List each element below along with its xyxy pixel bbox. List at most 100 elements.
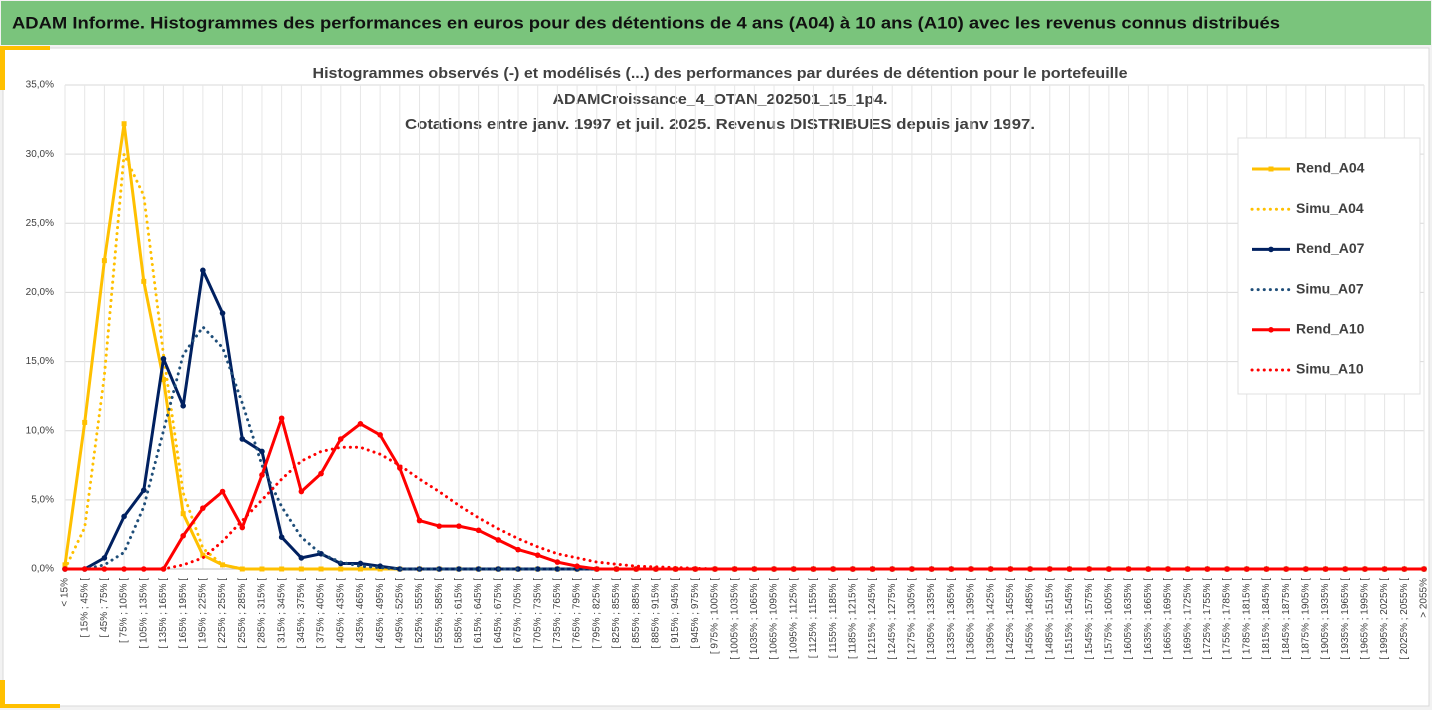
x-tick-label: [ 1545% ; 1575% [ — [1084, 578, 1095, 660]
x-tick-label: > 2055% — [1419, 578, 1430, 618]
x-tick-label: [ 1515% ; 1545% [ — [1064, 578, 1075, 660]
marker — [180, 533, 186, 539]
x-tick-label: [ 975% ; 1005% [ — [710, 578, 721, 654]
marker — [200, 267, 206, 274]
x-tick-label: [ 1485% ; 1515% [ — [1044, 578, 1055, 660]
x-tick-label: [ 915% ; 945% [ — [670, 578, 681, 649]
marker — [219, 488, 226, 495]
marker — [436, 523, 443, 529]
marker — [1125, 566, 1132, 572]
marker — [259, 472, 265, 478]
marker — [534, 552, 541, 558]
x-tick-label: [ 885% ; 915% [ — [651, 578, 662, 649]
marker — [219, 310, 226, 316]
x-tick-label: [ 525% ; 555% [ — [414, 578, 425, 649]
x-tick-label: [ 1395% ; 1425% [ — [985, 578, 996, 660]
plot — [62, 121, 1427, 572]
y-tick-label: 5,0% — [31, 494, 54, 505]
marker — [140, 487, 147, 493]
x-tick-label: [ 1695% ; 1725% [ — [1182, 578, 1193, 660]
legend — [1237, 137, 1421, 395]
marker — [200, 505, 206, 511]
marker — [1046, 566, 1053, 572]
x-tick-label: [ 1245% ; 1275% [ — [887, 578, 898, 660]
x-tick-label: [ 255% ; 285% [ — [237, 578, 248, 649]
marker — [534, 566, 541, 572]
marker — [1401, 566, 1408, 572]
x-tick-label: [ 555% ; 585% [ — [434, 578, 445, 649]
x-tick-label: [ 675% ; 705% [ — [513, 578, 524, 649]
marker — [121, 121, 127, 127]
marker — [416, 517, 423, 524]
marker — [475, 527, 482, 534]
marker — [593, 566, 600, 572]
x-tick-label: [ 285% ; 315% [ — [257, 578, 268, 649]
x-tick-label: [ 495% ; 525% [ — [394, 578, 405, 649]
x-tick-label: [ 1665% ; 1695% [ — [1163, 578, 1174, 660]
x-tick-label: [ 735% ; 765% [ — [552, 578, 563, 649]
x-tick-label: [ 1575% ; 1605% [ — [1104, 578, 1115, 660]
x-tick-label: [ 585% ; 615% [ — [454, 578, 465, 649]
marker — [456, 523, 462, 529]
marker — [298, 488, 305, 495]
x-tick-label: [ 1305% ; 1335% [ — [926, 578, 937, 660]
marker — [279, 566, 285, 572]
legend-label: Simu_A04 — [1296, 200, 1364, 216]
x-tick-label: [ 1275% ; 1305% [ — [907, 578, 918, 660]
marker — [180, 403, 186, 409]
x-tick-label: [ 1995% ; 2025% [ — [1379, 578, 1390, 660]
marker — [200, 552, 206, 558]
marker — [613, 566, 620, 572]
x-tick-label: [ 1365% ; 1395% [ — [966, 578, 977, 660]
x-tick-label: [ 1065% ; 1095% [ — [769, 578, 780, 660]
accent — [0, 680, 5, 708]
x-tick-label: [ 75% ; 105% [ — [119, 578, 130, 643]
x-tick-label: [ 1185% ; 1215% [ — [847, 578, 858, 659]
marker — [82, 419, 88, 425]
x-tick-label: [ 465% ; 495% [ — [375, 578, 386, 649]
marker — [869, 566, 876, 572]
x-tick-label: [ 1455% ; 1485% [ — [1025, 578, 1036, 660]
x-tick-label: [ 1635% ; 1665% [ — [1143, 578, 1154, 660]
header-title: ADAM Informe. Histogrammes des performan… — [12, 13, 1280, 32]
chart-area — [2, 47, 1430, 707]
marker — [554, 566, 561, 572]
marker — [357, 566, 363, 572]
x-tick-label: [ 435% ; 465% [ — [355, 578, 366, 649]
legend-label: Simu_A10 — [1296, 361, 1364, 377]
marker — [495, 537, 502, 543]
x-tick-label: [ 1425% ; 1455% [ — [1005, 578, 1016, 660]
x-tick-label: [ 795% ; 825% [ — [591, 578, 602, 649]
x-tick-label: [ 225% ; 255% [ — [217, 578, 228, 649]
x-tick-label: < 15% — [60, 578, 71, 607]
x-tick-label: [ 705% ; 735% [ — [532, 578, 543, 649]
marker — [1303, 566, 1309, 572]
legend-items: Rend_A04 Simu_A04 Rend_A07 Simu_A07 Rend_A10… — [1250, 160, 1365, 377]
marker — [1224, 566, 1230, 572]
x-tick-label: [ 1005% ; 1035% [ — [729, 578, 740, 660]
x-tick-label: [ 345% ; 375% [ — [296, 578, 307, 649]
marker — [160, 377, 166, 383]
x-tick-label: [ 315% ; 345% [ — [276, 578, 287, 649]
x-tick-label: [ 1845% ; 1875% [ — [1281, 578, 1292, 660]
y-tick-label: 0,0% — [31, 564, 54, 575]
marker — [633, 566, 639, 572]
marker — [298, 566, 304, 572]
x-tick-label: [ 945% ; 975% [ — [690, 578, 701, 649]
chart-title: ADAMCroissance_4_OTAN_202501_15_1p4. — [553, 91, 888, 108]
x-tick-label: [ 1785% ; 1815% [ — [1241, 578, 1252, 660]
header-bar — [1, 1, 1431, 45]
x-tick-label: [ 135% ; 165% [ — [158, 578, 169, 649]
y-tick-label: 15,0% — [26, 356, 54, 367]
marker — [456, 566, 462, 572]
x-tick-label: [ 1035% ; 1065% [ — [749, 578, 760, 660]
x-tick-label: [ 2025% ; 2055% [ — [1399, 578, 1410, 660]
y-tick-label: 35,0% — [26, 80, 54, 91]
x-tick-label: [ 645% ; 675% [ — [493, 578, 504, 649]
x-tick-label: [ 1335% ; 1365% [ — [946, 578, 957, 660]
marker — [160, 356, 167, 362]
accent — [0, 46, 50, 50]
marker — [1145, 566, 1152, 572]
marker — [1421, 566, 1427, 572]
